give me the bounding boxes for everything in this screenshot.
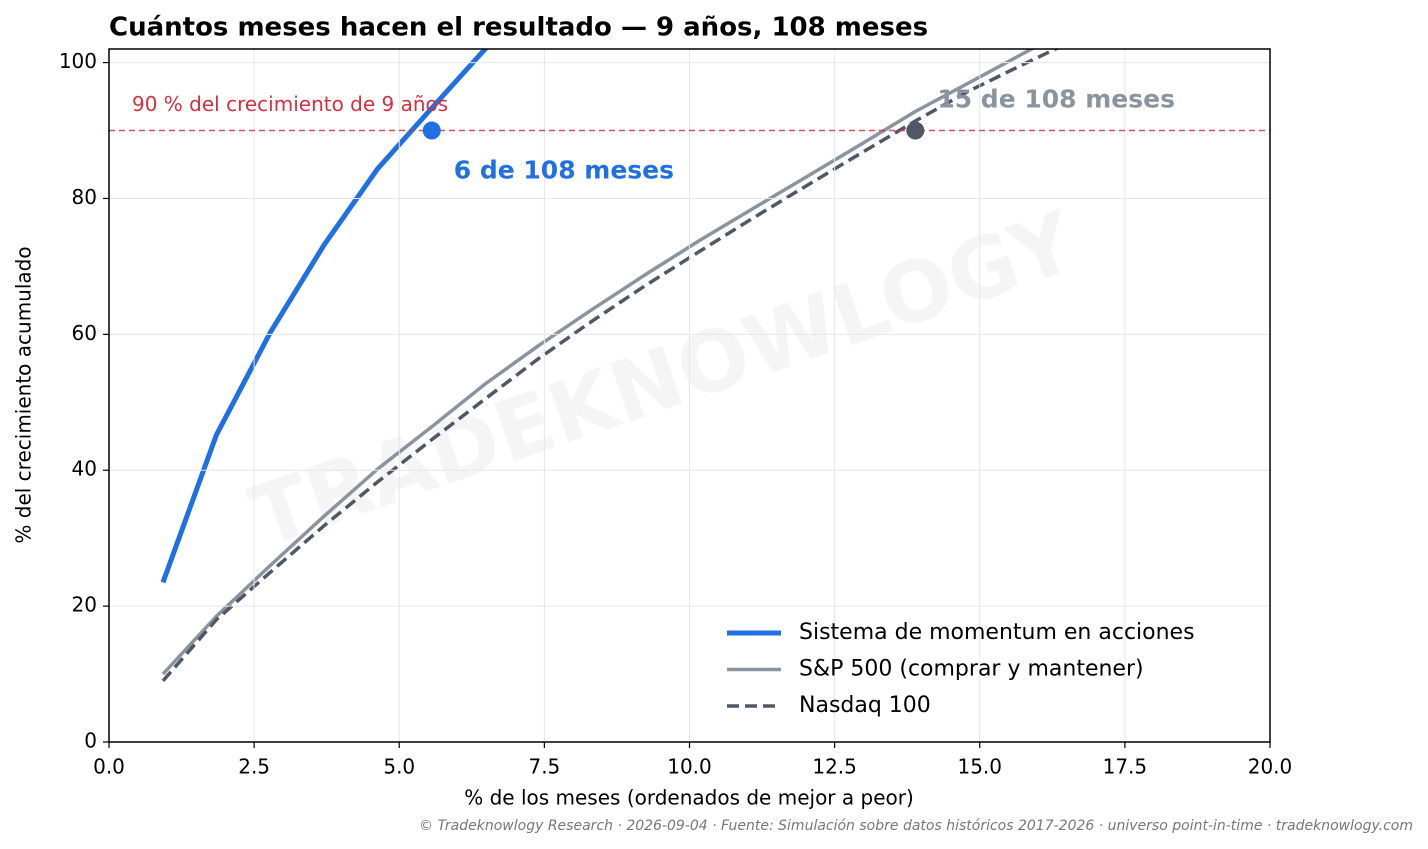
x-tick-label: 12.5: [812, 755, 857, 779]
legend-label: S&P 500 (comprar y mantener): [799, 657, 1144, 682]
series-line: [161, 49, 1060, 683]
y-tick-label: 80: [72, 185, 97, 209]
x-tick-label: 7.5: [528, 755, 560, 779]
plot-frame: [108, 48, 1271, 743]
x-tick-label: 0.0: [93, 755, 125, 779]
x-tick-label: 15.0: [957, 755, 1002, 779]
legend-label: Sistema de momentum en acciones: [799, 620, 1195, 645]
y-tick-label: 20: [72, 593, 97, 617]
y-tick-label: 60: [72, 321, 97, 345]
x-tick-label: 17.5: [1103, 755, 1148, 779]
legend-label: Nasdaq 100: [799, 693, 931, 718]
x-tick-label: 2.5: [238, 755, 270, 779]
series-line: [160, 49, 489, 584]
marker: [422, 121, 441, 140]
y-tick-label: 0: [84, 729, 97, 753]
plot-area: [160, 49, 1060, 683]
y-axis-label: % del crecimiento acumulado: [12, 246, 36, 543]
marker-label: 15 de 108 meses: [937, 85, 1175, 114]
marker: [906, 121, 925, 140]
series-line: [161, 49, 1036, 676]
marker-label: 6 de 108 meses: [454, 156, 674, 185]
y-tick-label: 100: [59, 49, 97, 73]
chart-title: Cuántos meses hacen el resultado — 9 año…: [109, 13, 928, 43]
y-tick-label: 40: [72, 457, 97, 481]
x-tick-label: 10.0: [667, 755, 712, 779]
footer: © Tradeknowlogy Research · 2026-09-04 · …: [419, 818, 1413, 834]
x-axis-label: % de los meses (ordenados de mejor a peo…: [464, 786, 914, 810]
x-tick-label: 5.0: [383, 755, 415, 779]
watermark: TRADEKNOWLOGY: [239, 192, 1088, 566]
threshold-label: 90 % del crecimiento de 9 años: [132, 92, 448, 116]
x-tick-label: 20.0: [1248, 755, 1293, 779]
